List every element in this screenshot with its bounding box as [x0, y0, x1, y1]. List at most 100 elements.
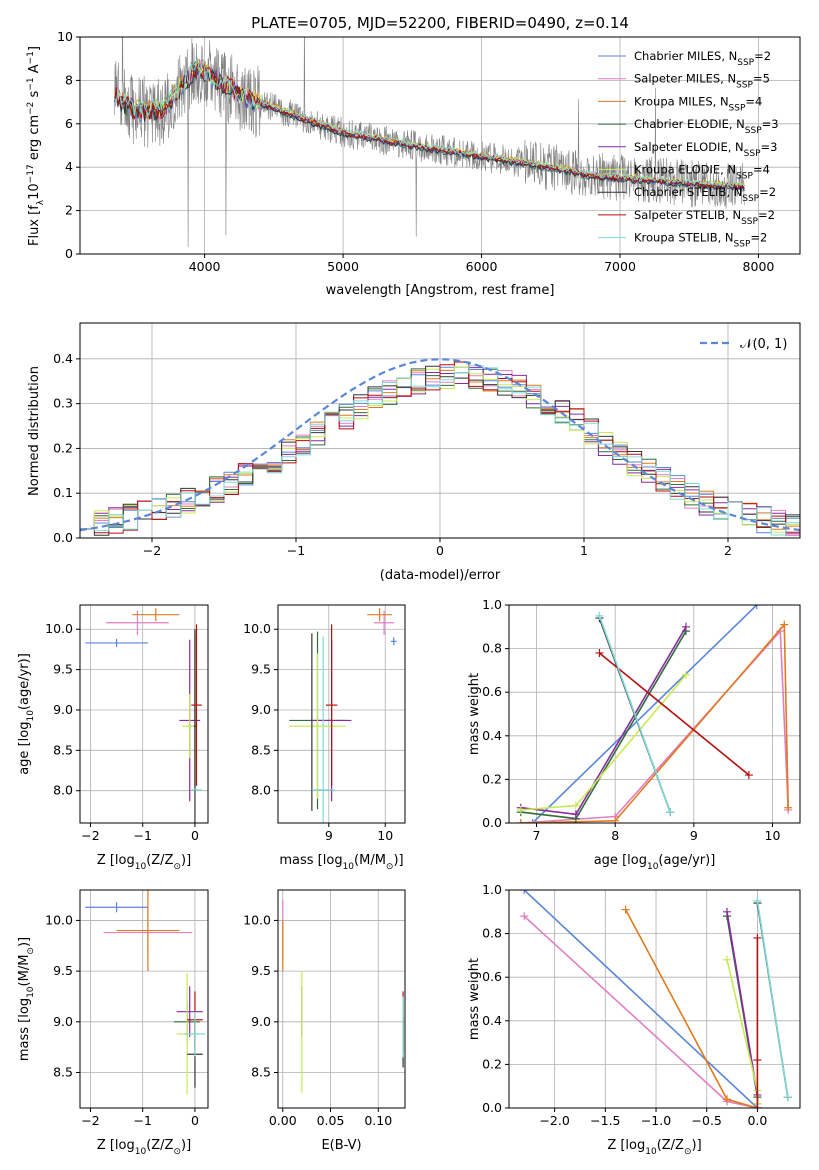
- weight-marker: [753, 1104, 762, 1108]
- plot-area: [520, 890, 792, 1108]
- legend: Chabrier MILES, NSSP=2 Salpeter MILES, NS…: [598, 49, 779, 250]
- y-tick-label: 8.5: [53, 1065, 73, 1080]
- x-tick-label: 0.05: [317, 1113, 345, 1128]
- y-axis-label: age [log10(age/yr)]: [17, 653, 36, 775]
- weight-line: [523, 890, 758, 1108]
- y-tick-label: 8.0: [53, 783, 73, 798]
- weight-marker: [516, 819, 525, 823]
- legend-entry: 𝒩(0, 1): [740, 337, 787, 352]
- model-spectrum-line: [114, 63, 745, 190]
- y-tick-label: 8.5: [251, 742, 271, 757]
- x-tick-label: −2.0: [539, 1113, 569, 1128]
- weight-marker: [516, 805, 525, 814]
- y-tick-label: 10.0: [243, 621, 271, 636]
- plot-area: [80, 358, 800, 537]
- weight-marker: [681, 622, 690, 631]
- x-tick-label: 9: [325, 828, 333, 843]
- y-tick-label: 6: [65, 116, 73, 131]
- x-axis-label: E(B-V): [321, 1138, 361, 1153]
- plot-area: [85, 890, 206, 1095]
- gridlines: [80, 605, 208, 823]
- y-tick-label: 8.5: [53, 742, 73, 757]
- y-tick-label: 9.0: [251, 1014, 271, 1029]
- y-tick-label: 0.0: [53, 530, 73, 545]
- legend-entry: Chabrier MILES, NSSP=2: [634, 49, 771, 68]
- y-tick-label: 0.8: [482, 926, 502, 941]
- axes-frame: [508, 604, 801, 824]
- residual-histogram: [80, 361, 800, 534]
- weight-marker: [753, 896, 762, 905]
- weight-line: [520, 629, 789, 823]
- y-tick-label: 0.0: [482, 1100, 502, 1115]
- y-tick-label: 10.0: [243, 912, 271, 927]
- panel-mass_vs_Z: −2 −1 0 8.5 9.0 9.5 10.0 Z [log10(Z/Z⊙)] mass [l…: [17, 889, 209, 1157]
- y-tick-label: 0.4: [482, 728, 502, 743]
- panel-spectrum: 4000 5000 6000 7000 8000 0 2 4 6 8 10 wavelength [A…: [26, 29, 801, 298]
- weight-marker: [611, 816, 620, 823]
- x-tick-label: −1: [287, 543, 305, 558]
- weight-line: [523, 915, 758, 1108]
- weight-line: [532, 605, 758, 823]
- x-tick-label: 0.0: [747, 1113, 767, 1128]
- x-tick-label: −2: [81, 1113, 99, 1128]
- x-tick-label: 9: [690, 828, 698, 843]
- weight-line: [598, 652, 750, 776]
- weight-line: [598, 615, 671, 813]
- weight-marker: [722, 907, 731, 916]
- weight-marker: [571, 810, 580, 819]
- figure-title: PLATE=0705, MJD=52200, FIBERID=0490, z=0…: [251, 14, 629, 32]
- y-tick-label: 0.3: [53, 396, 73, 411]
- plot-area: [289, 608, 397, 823]
- legend-entry: Chabrier STELIB, NSSP=2: [634, 185, 776, 204]
- axes-frame: [277, 889, 406, 1109]
- y-axis-label: Flux [fλ10−17 erg cm−2 s−1 A−1]: [26, 46, 46, 246]
- y-tick-label: 4: [65, 159, 73, 174]
- legend-entry: Salpeter STELIB, NSSP=2: [634, 208, 775, 227]
- weight-marker: [780, 620, 789, 629]
- weight-marker: [666, 808, 675, 817]
- axes-frame: [79, 889, 209, 1109]
- y-tick-label: 0.2: [53, 440, 73, 455]
- x-tick-label: −1.0: [641, 1113, 671, 1128]
- weight-line: [726, 959, 759, 1104]
- y-tick-label: 9.0: [53, 1014, 73, 1029]
- legend-entry: Kroupa MILES, NSSP=4: [634, 94, 762, 113]
- y-tick-label: 0.2: [482, 771, 502, 786]
- weight-marker: [595, 648, 604, 657]
- model-spectrum-line: [114, 65, 745, 192]
- axes-frame: [508, 889, 801, 1109]
- y-axis-label: Normed distribution: [27, 366, 42, 496]
- legend-entry: Salpeter MILES, NSSP=5: [634, 72, 770, 91]
- y-tick-label: 0.6: [482, 969, 502, 984]
- gridlines: [278, 890, 405, 1108]
- x-tick-label: −1: [133, 828, 151, 843]
- x-tick-label: 10: [765, 828, 781, 843]
- gridlines: [278, 605, 405, 823]
- x-tick-label: 5000: [327, 259, 359, 274]
- weight-line: [726, 911, 759, 1096]
- weight-marker: [722, 955, 731, 964]
- x-tick-label: 0.10: [364, 1113, 392, 1128]
- y-tick-label: 0: [65, 246, 73, 261]
- residual-histogram: [80, 365, 800, 536]
- x-tick-label: −2: [81, 828, 99, 843]
- y-axis-label: mass weight: [467, 673, 482, 755]
- weight-marker: [753, 1056, 762, 1065]
- x-tick-label: 8: [611, 828, 619, 843]
- x-axis-label: mass [log10(M/M⊙)]: [279, 853, 403, 872]
- panel-mass_weight_vs_Z: −2.0 −1.5 −1.0 −0.5 0.0 0.0 0.2 0.4 0.6 0.8 1.0 mas…: [467, 882, 801, 1157]
- weight-marker: [520, 912, 529, 921]
- y-tick-label: 0.6: [482, 684, 502, 699]
- x-tick-label: 1: [580, 543, 588, 558]
- gridlines: [509, 889, 800, 1109]
- x-tick-label: −2: [143, 543, 161, 558]
- panel-mass_weight_vs_age: 7 8 9 10 0.0 0.2 0.4 0.6 0.8 1.0 mass weight age [l…: [467, 597, 801, 872]
- weight-marker: [722, 1095, 731, 1104]
- x-axis-label: wavelength [Angstrom, rest frame]: [326, 283, 555, 298]
- y-tick-label: 10: [57, 29, 73, 44]
- y-tick-label: 0.2: [482, 1056, 502, 1071]
- x-tick-label: 2: [724, 543, 732, 558]
- x-axis-label: Z [log10(Z/Z⊙)]: [97, 853, 191, 872]
- axes-frame: [79, 604, 209, 824]
- legend-entry: Kroupa ELODIE, NSSP=4: [634, 163, 770, 182]
